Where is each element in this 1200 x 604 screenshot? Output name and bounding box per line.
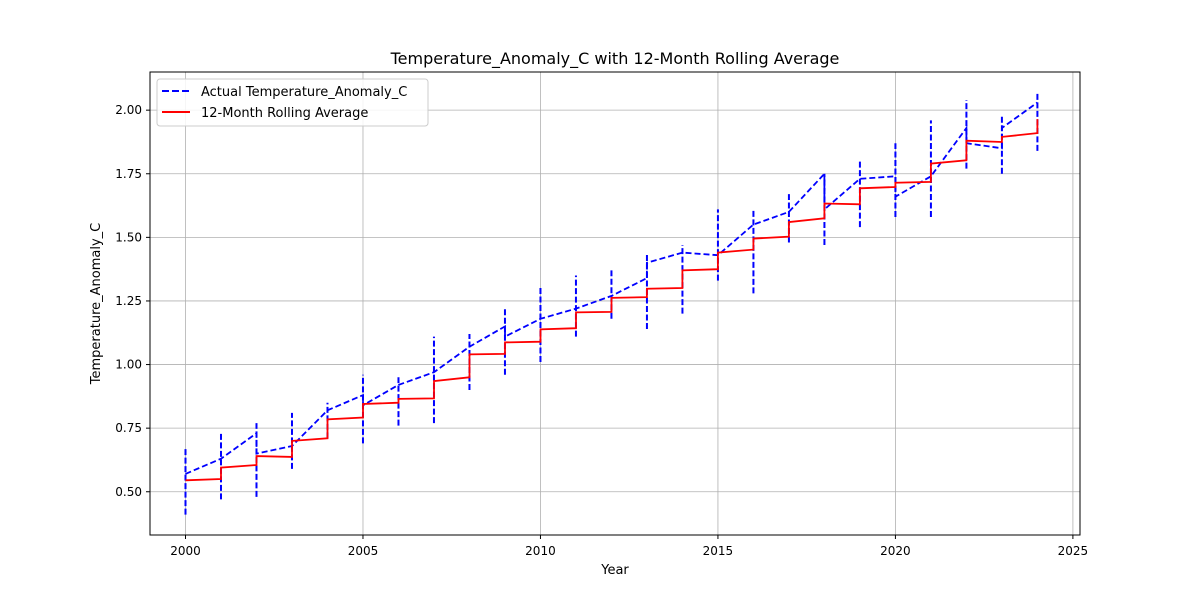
rolling-average-line [185,119,1039,482]
x-tick-label: 2020 [880,544,911,558]
plot-frame [149,71,1081,536]
ticks-layer: 2000 2005 2010 2015 2020 2025 0.50 0.75 1.00 1.25… [115,103,1088,558]
series-layer [184,92,1039,515]
y-tick-label: 1.25 [115,294,142,308]
legend-label-rolling: 12-Month Rolling Average [201,106,368,121]
y-tick-label: 1.50 [115,230,142,244]
grid-layer [150,72,1080,535]
plot-background [150,72,1080,535]
y-axis-label: Temperature_Anomaly_C [89,223,104,385]
legend-box [156,78,429,127]
y-tick-label: 0.75 [115,421,142,435]
legend: Actual Temperature_Anomaly_C 12-Month Ro… [156,78,429,127]
y-tick-label: 1.75 [115,167,142,181]
actual-series-line [185,101,1038,475]
legend-label-actual: Actual Temperature_Anomaly_C [201,85,407,100]
x-tick-label: 2010 [525,544,556,558]
x-tick-label: 2000 [170,544,201,558]
x-axis-label: Year [600,563,629,578]
x-tick-label: 2015 [703,544,734,558]
y-tick-label: 2.00 [115,103,142,117]
x-tick-label: 2005 [348,544,379,558]
chart-title: Temperature_Anomaly_C with 12-Month Roll… [390,49,840,69]
y-tick-label: 0.50 [115,485,142,499]
y-tick-label: 1.00 [115,358,142,372]
x-tick-label: 2025 [1058,544,1089,558]
